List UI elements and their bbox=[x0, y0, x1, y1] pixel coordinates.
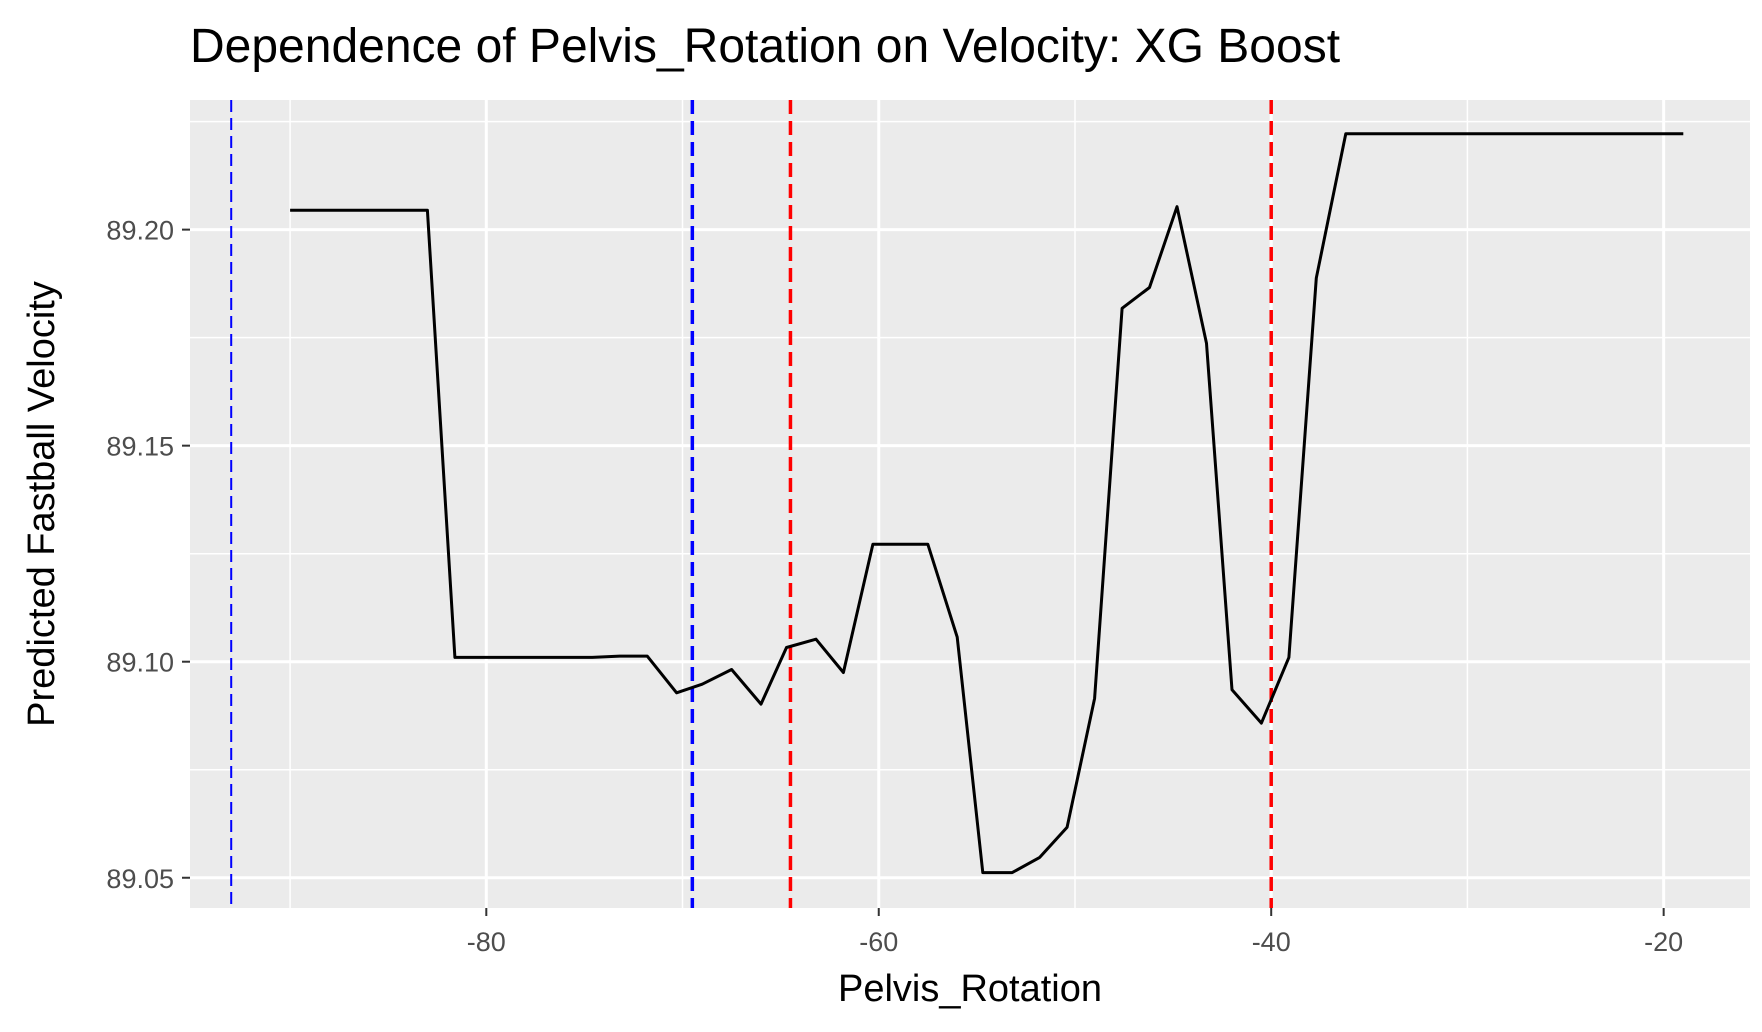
x-axis-ticks: -80 -60 -40 -20 bbox=[467, 908, 1683, 957]
x-tick-label: -60 bbox=[859, 927, 898, 957]
x-tick-label: -20 bbox=[1644, 927, 1683, 957]
y-tick-label: 89.10 bbox=[106, 648, 174, 678]
series-line bbox=[290, 132, 1684, 875]
y-tick-label: 89.20 bbox=[106, 216, 174, 246]
y-axis-title: Predicted Fastball Velocity bbox=[21, 281, 63, 727]
x-tick-label: -40 bbox=[1252, 927, 1291, 957]
x-tick-label: -80 bbox=[467, 927, 506, 957]
reference-lines bbox=[230, 100, 1273, 908]
plot-panel bbox=[190, 100, 1750, 908]
x-axis-title: Pelvis_Rotation bbox=[838, 968, 1102, 1010]
y-tick-label: 89.15 bbox=[106, 432, 174, 462]
y-tick-label: 89.05 bbox=[106, 864, 174, 894]
y-axis-ticks: 89.05 89.10 89.15 89.20 bbox=[106, 216, 190, 894]
chart-title: Dependence of Pelvis_Rotation on Velocit… bbox=[190, 20, 1340, 73]
